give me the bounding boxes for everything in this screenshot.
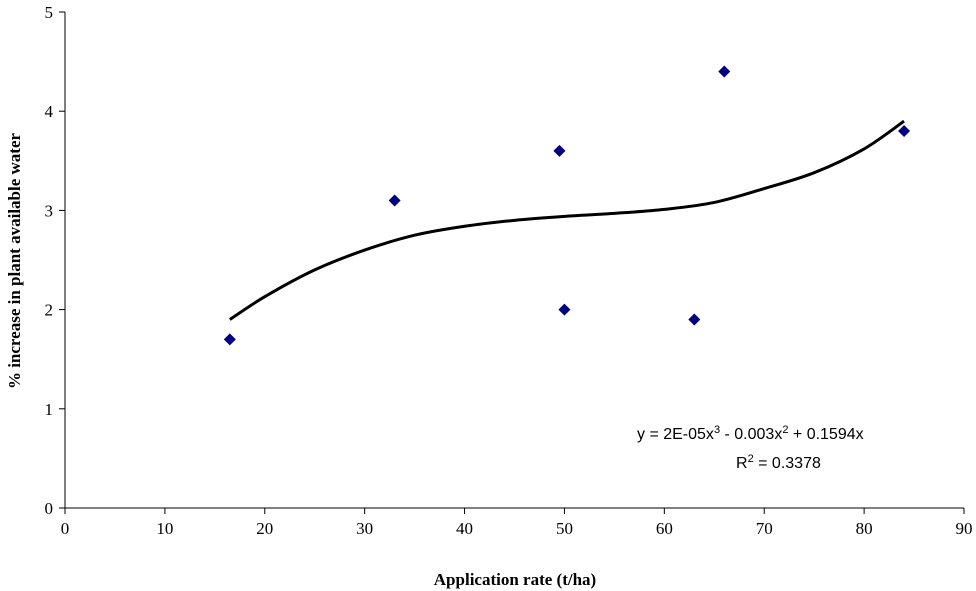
x-tick-label: 90 [956, 519, 973, 538]
x-tick-label: 60 [656, 519, 673, 538]
data-point-marker [688, 313, 701, 326]
data-point-marker [898, 125, 911, 138]
y-tick-label: 2 [45, 301, 54, 320]
data-points [223, 65, 911, 346]
data-point-marker [388, 194, 401, 207]
equation-suffix: + 0.1594x [788, 426, 863, 443]
y-tick-label: 1 [45, 400, 54, 419]
r-squared-label: R2 = 0.3378 [736, 453, 821, 472]
x-axis-ticks: 0 10 20 30 40 50 60 70 80 90 [61, 508, 973, 538]
r2-prefix: R [736, 455, 748, 472]
data-point-marker [223, 333, 236, 346]
y-tick-label: 4 [45, 102, 54, 121]
r2-exponent: 2 [748, 453, 754, 465]
trendline-equation: y = 2E-05x3 - 0.003x2 + 0.1594x [637, 424, 864, 443]
x-tick-label: 20 [256, 519, 273, 538]
x-tick-label: 70 [756, 519, 773, 538]
y-tick-label: 0 [45, 499, 54, 518]
y-tick-label: 3 [45, 201, 54, 220]
x-tick-label: 30 [356, 519, 373, 538]
x-tick-label: 40 [456, 519, 473, 538]
y-axis-title: % increase in plant available water [5, 133, 24, 390]
y-tick-label: 5 [45, 3, 54, 22]
data-point-marker [718, 65, 731, 78]
x-tick-label: 10 [156, 519, 173, 538]
x-tick-label: 80 [856, 519, 873, 538]
equation-exponent-3: 3 [714, 424, 720, 436]
equation-exponent-2: 2 [782, 424, 788, 436]
data-point-marker [558, 303, 571, 316]
y-axis-ticks: 0 1 2 3 4 5 [45, 3, 65, 518]
x-axis-title: Application rate (t/ha) [434, 570, 596, 589]
equation-middle: - 0.003x [720, 426, 782, 443]
x-tick-label: 50 [556, 519, 573, 538]
x-tick-label: 0 [61, 519, 70, 538]
r2-suffix: = 0.3378 [754, 455, 821, 472]
axes [64, 12, 964, 509]
equation-prefix: y = 2E-05x [637, 426, 714, 443]
data-point-marker [553, 144, 566, 157]
trendline [228, 119, 905, 321]
